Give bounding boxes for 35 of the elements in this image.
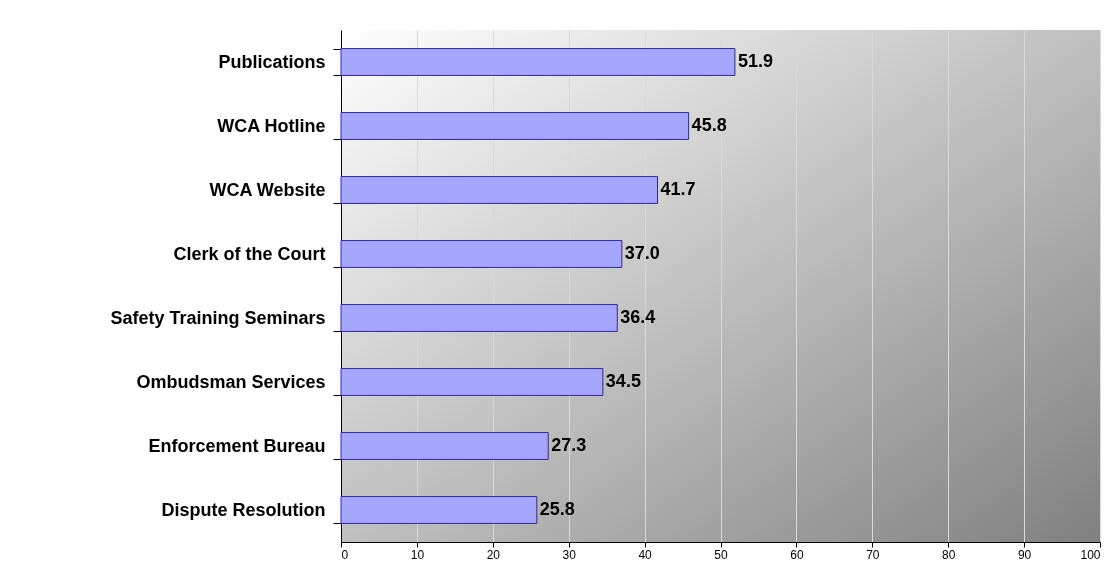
x-tick-label: 90 — [1017, 547, 1032, 562]
bar — [340, 48, 736, 76]
x-tick-label: 70 — [866, 547, 880, 562]
y-tick-label: WCA Website — [209, 179, 326, 200]
data-label: 51.9 — [737, 51, 773, 71]
y-tick-label: Clerk of the Court — [173, 243, 326, 264]
data-label: 37.0 — [624, 243, 660, 263]
y-tick-label: Dispute Resolution — [161, 499, 326, 520]
data-label: 34.5 — [605, 371, 641, 391]
bar — [340, 176, 658, 204]
data-label: 41.7 — [660, 179, 696, 199]
x-tick-label: 40 — [638, 547, 653, 562]
y-tick-label: Enforcement Bureau — [148, 435, 326, 456]
bar — [340, 368, 604, 396]
x-tick-label: 60 — [790, 547, 804, 562]
bar — [340, 496, 538, 524]
y-tick-label: Publications — [218, 51, 326, 72]
x-tick-label: 20 — [486, 547, 501, 562]
data-label: 25.8 — [539, 499, 575, 519]
x-tick-label: 50 — [714, 547, 728, 562]
x-tick-label: 80 — [942, 547, 956, 562]
x-tick-label: 10 — [410, 547, 425, 562]
x-tick-label: 0 — [341, 547, 349, 562]
bar — [340, 240, 623, 268]
y-tick-label: WCA Hotline — [217, 115, 326, 136]
data-label: 27.3 — [551, 435, 587, 455]
data-label: 36.4 — [620, 307, 656, 327]
y-tick-label: Ombudsman Services — [136, 371, 326, 392]
bar — [340, 304, 618, 332]
bar — [340, 112, 690, 140]
x-tick-label: 100 — [1080, 547, 1101, 562]
data-label: 45.8 — [691, 115, 727, 135]
x-tick-label: 30 — [562, 547, 577, 562]
y-tick-label: Safety Training Seminars — [110, 307, 326, 328]
bar — [340, 432, 549, 460]
